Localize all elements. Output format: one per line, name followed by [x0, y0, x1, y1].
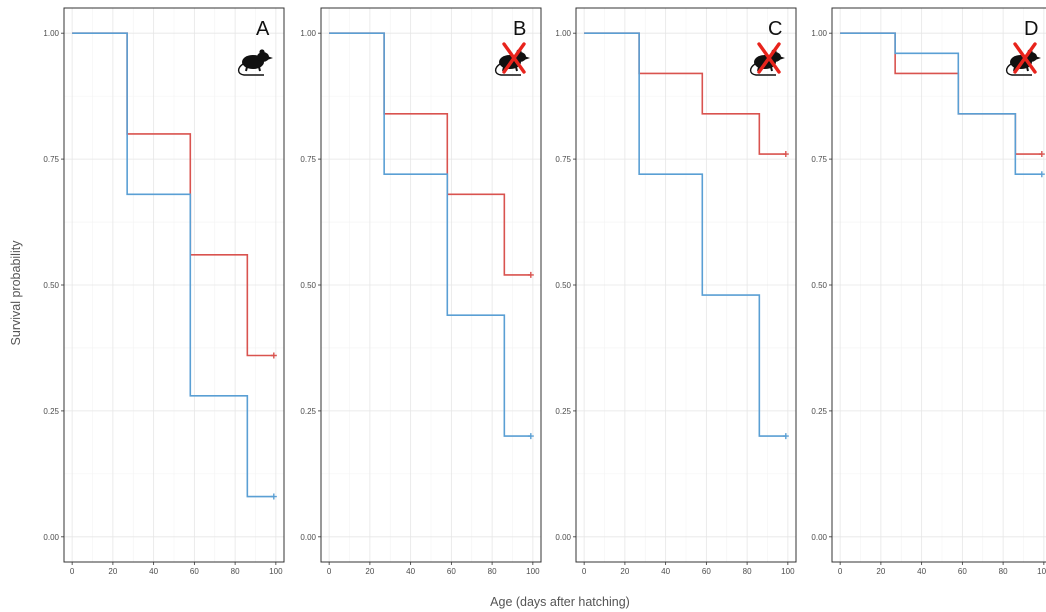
x-tick-label: 40: [406, 567, 415, 576]
y-tick-label: 0.75: [555, 155, 571, 164]
rat-leg: [1026, 66, 1029, 72]
x-tick-label: 100: [526, 567, 540, 576]
survival-curve-blue: [72, 32, 274, 498]
x-tick-label: 20: [108, 567, 117, 576]
x-tick-label: 20: [365, 567, 374, 576]
x-tick-label: 60: [958, 567, 967, 576]
panel-a: 0.00 0.25 0.50 0.75 1.00 0 20 40 60 80 100 A: [43, 7, 285, 576]
x-tick-label: 0: [70, 567, 75, 576]
panel-label: B: [513, 18, 526, 40]
rat-leg: [258, 66, 261, 72]
cross-icon: [1013, 42, 1037, 74]
rat-leg: [515, 66, 518, 72]
x-tick-label: 40: [661, 567, 670, 576]
survival-curve-blue: [840, 32, 1042, 175]
x-tick-label: 40: [917, 567, 926, 576]
panel-d: 0.00 0.25 0.50 0.75 1.00 0 20 40 60 80 100 D: [811, 7, 1046, 576]
x-axis-title: Age (days after hatching): [490, 595, 630, 609]
rat-icon: [237, 49, 273, 76]
y-tick-label: 1.00: [555, 29, 571, 38]
rat-snout: [1035, 56, 1041, 60]
rat-tail: [237, 63, 264, 76]
x-tick-label: 100: [269, 567, 283, 576]
rat-tail: [1005, 63, 1032, 76]
x-tick-label: 80: [999, 567, 1008, 576]
rat-leg: [245, 66, 248, 72]
y-tick-label: 0.00: [43, 533, 59, 542]
censor-mark-red: [527, 271, 534, 278]
x-tick-label: 0: [838, 567, 843, 576]
panel-label: C: [768, 18, 782, 40]
x-tick-label: 0: [327, 567, 332, 576]
y-tick-label: 0.50: [300, 281, 316, 290]
panel-b: 0.00 0.25 0.50 0.75 1.00 0 20 40 60 80 100 B: [300, 7, 542, 576]
y-tick-label: 0.25: [300, 407, 316, 416]
censor-mark-red: [782, 151, 789, 158]
rat-icon: [1005, 42, 1041, 76]
grid: [832, 8, 1046, 562]
censor-mark-blue: [270, 493, 277, 500]
rat-snout: [267, 56, 273, 60]
x-tick-label: 60: [190, 567, 199, 576]
y-tick-label: 0.25: [43, 407, 59, 416]
y-tick-label: 1.00: [811, 29, 827, 38]
y-tick-label: 1.00: [300, 29, 316, 38]
x-tick-label: 80: [231, 567, 240, 576]
grid: [64, 8, 284, 562]
rat-ear: [259, 49, 265, 55]
x-tick-label: 60: [447, 567, 456, 576]
censor-mark-blue: [782, 433, 789, 440]
rat-snout: [524, 56, 530, 60]
survival-curve-blue: [329, 32, 531, 437]
y-tick-label: 0.00: [555, 533, 571, 542]
censor-mark-red: [270, 352, 277, 359]
y-tick-label: 0.00: [300, 533, 316, 542]
censor-mark-blue: [527, 433, 534, 440]
rat-tail: [494, 63, 521, 76]
y-tick-label: 0.25: [555, 407, 571, 416]
cross-icon: [757, 42, 781, 74]
y-tick-label: 0.75: [300, 155, 316, 164]
y-tick-label: 1.00: [43, 29, 59, 38]
panel-c: 0.00 0.25 0.50 0.75 1.00 0 20 40 60 80 100 C: [555, 7, 797, 576]
y-axis-title: Survival probability: [9, 240, 23, 346]
y-tick-label: 0.50: [555, 281, 571, 290]
survival-curve-blue: [584, 32, 786, 437]
rat-icon: [749, 42, 785, 76]
rat-snout: [779, 56, 785, 60]
rat-icon: [494, 42, 530, 76]
x-tick-label: 0: [582, 567, 587, 576]
rat-tail: [749, 63, 776, 76]
x-tick-label: 80: [743, 567, 752, 576]
x-tick-label: 100: [781, 567, 795, 576]
y-tick-label: 0.75: [811, 155, 827, 164]
x-tick-label: 40: [149, 567, 158, 576]
x-tick-label: 20: [620, 567, 629, 576]
panel-label: D: [1024, 18, 1038, 40]
y-tick-label: 0.25: [811, 407, 827, 416]
x-tick-label: 80: [488, 567, 497, 576]
y-tick-label: 0.50: [43, 281, 59, 290]
x-tick-label: 20: [876, 567, 885, 576]
x-tick-label: 100: [1037, 567, 1046, 576]
censor-mark-red: [1038, 151, 1045, 158]
x-tick-label: 60: [702, 567, 711, 576]
rat-leg: [770, 66, 773, 72]
cross-icon: [502, 42, 526, 74]
panel-label: A: [256, 18, 270, 40]
censor-mark-blue: [1038, 171, 1045, 178]
y-tick-label: 0.75: [43, 155, 59, 164]
y-tick-label: 0.00: [811, 533, 827, 542]
panels: 0.00 0.25 0.50 0.75 1.00 0 20 40 60 80 100 A 0.00 0.2…: [43, 7, 1046, 576]
y-tick-label: 0.50: [811, 281, 827, 290]
rat-head: [257, 52, 269, 62]
